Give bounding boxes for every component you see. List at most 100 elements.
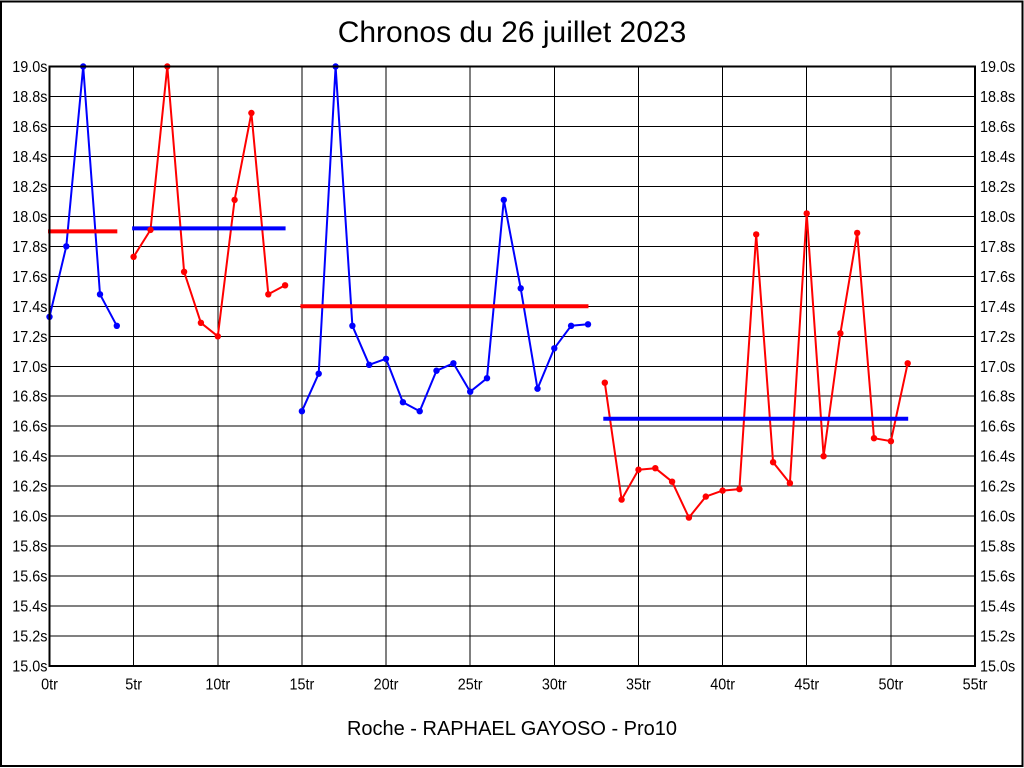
stint-2-lap-point: [231, 196, 238, 204]
tick-label-layer: 19.0s 19.0s 18.8s 18.8s 18.6s 18.6s 18.4s 18.4s…: [12, 59, 1015, 694]
x-tick-label: 5tr: [125, 677, 142, 694]
stint-3-lap-point: [450, 360, 457, 367]
stint-4-lap-point: [635, 466, 642, 473]
y-tick-label-left: 15.8s: [12, 539, 47, 556]
y-tick-label-left: 15.6s: [12, 569, 47, 586]
stint-3-lap-point: [315, 370, 322, 377]
stint-2-lap-point: [180, 268, 188, 275]
stint-3-lap-point: [416, 408, 423, 415]
y-tick-label-right: 16.6s: [980, 419, 1015, 436]
x-tick-label: 10tr: [205, 677, 230, 694]
stint-2-lap-point: [214, 333, 221, 340]
y-tick-label-left: 15.0s: [12, 659, 47, 676]
stint-1-lap-point: [96, 291, 104, 298]
y-tick-label-left: 15.2s: [12, 629, 47, 646]
y-tick-label-right: 17.4s: [980, 299, 1015, 316]
y-tick-label-right: 19.0s: [980, 59, 1015, 76]
stint-4-line: [603, 212, 909, 519]
stint-4-lap-point: [601, 379, 608, 386]
stint-3-line: [300, 65, 589, 413]
stint-2-lap-point: [248, 109, 255, 117]
stint-2-lap-point: [130, 253, 137, 260]
stint-4-lap-point: [719, 487, 726, 494]
stint-3-lap-point: [399, 399, 407, 406]
stint-4-lap-point: [786, 480, 794, 487]
stint-3-lap-point: [551, 345, 558, 352]
y-tick-label-left: 16.6s: [12, 419, 47, 436]
stint-4-lap-point: [702, 493, 709, 500]
x-tick-label: 50tr: [878, 677, 903, 694]
y-tick-label-left: 17.4s: [12, 299, 47, 316]
stint-2-lap-point: [147, 226, 154, 234]
x-tick-label: 55tr: [963, 677, 988, 694]
grid-layer: [50, 67, 974, 665]
stint-2-lap-point: [197, 319, 205, 326]
stint-4-lap-point: [837, 330, 844, 337]
y-tick-label-right: 18.6s: [980, 119, 1015, 136]
x-tick-label: 20tr: [374, 677, 399, 694]
y-tick-label-right: 15.4s: [980, 599, 1015, 616]
stint-2-line: [132, 65, 287, 338]
x-tick-label: 25tr: [458, 677, 483, 694]
stint-3-lap-point: [298, 408, 306, 415]
x-tick-label: 45tr: [794, 677, 819, 694]
y-tick-label-right: 18.0s: [980, 209, 1015, 226]
y-tick-label-right: 17.2s: [980, 329, 1015, 346]
stint-4-lap-point: [652, 465, 659, 472]
y-tick-label-right: 15.6s: [980, 569, 1015, 586]
y-tick-label-left: 18.2s: [12, 179, 47, 196]
stint-4-lap-point: [769, 459, 777, 466]
stint-4-lap-point: [854, 229, 861, 237]
y-tick-label-right: 17.6s: [980, 269, 1015, 286]
x-tick-label: 30tr: [542, 677, 567, 694]
stint-3-lap-point: [534, 385, 541, 392]
x-tick-label: 0tr: [41, 677, 58, 694]
y-tick-label-left: 18.0s: [12, 209, 47, 226]
y-tick-label-right: 15.8s: [980, 539, 1015, 556]
y-tick-label-left: 16.4s: [12, 449, 47, 466]
stint-4-lap-point: [820, 453, 827, 460]
y-tick-label-left: 16.2s: [12, 479, 47, 496]
chart-title: Chronos du 26 juillet 2023: [338, 16, 687, 49]
x-tick-label: 40tr: [710, 677, 735, 694]
stint-3-lap-point: [433, 367, 440, 374]
stint-2-lap-point: [281, 282, 289, 289]
stint-4-lap-point: [668, 478, 676, 485]
stint-4-lap-point: [803, 210, 810, 217]
stint-4-lap-point: [618, 496, 625, 503]
y-tick-label-right: 16.2s: [980, 479, 1015, 496]
stint-2-lap-point: [265, 291, 272, 298]
y-tick-label-right: 18.2s: [980, 179, 1015, 196]
stint-4-lap-point: [753, 231, 760, 238]
y-tick-label-left: 19.0s: [12, 59, 47, 76]
y-tick-label-left: 18.8s: [12, 89, 47, 106]
stint-3-lap-point: [467, 388, 474, 395]
y-tick-label-left: 17.6s: [12, 269, 47, 286]
stint-4-lap-point: [685, 514, 693, 521]
y-tick-label-right: 16.8s: [980, 389, 1015, 406]
y-tick-label-right: 16.4s: [980, 449, 1015, 466]
y-tick-label-right: 17.0s: [980, 359, 1015, 376]
stint-3-lap-point: [483, 375, 491, 382]
stint-3-lap-point: [517, 285, 524, 292]
stint-3-lap-point: [500, 196, 507, 204]
y-tick-label-left: 18.6s: [12, 119, 47, 136]
y-tick-label-left: 17.2s: [12, 329, 47, 346]
y-tick-label-left: 17.8s: [12, 239, 47, 256]
x-tick-label: 35tr: [626, 677, 651, 694]
stint-1-line: [48, 65, 118, 327]
stint-3-lap-point: [349, 322, 356, 329]
y-tick-label-right: 15.2s: [980, 629, 1015, 646]
y-tick-label-right: 18.8s: [980, 89, 1015, 106]
stint-4-lap-point: [736, 485, 743, 493]
series-layer: [46, 63, 911, 521]
stint-3-lap-point: [567, 322, 575, 329]
y-tick-label-right: 16.0s: [980, 509, 1015, 526]
y-tick-label-right: 15.0s: [980, 659, 1015, 676]
y-tick-label-right: 17.8s: [980, 239, 1015, 256]
stint-3-lap-point: [366, 361, 373, 368]
y-tick-label-left: 16.8s: [12, 389, 47, 406]
x-tick-label: 15tr: [290, 677, 315, 694]
